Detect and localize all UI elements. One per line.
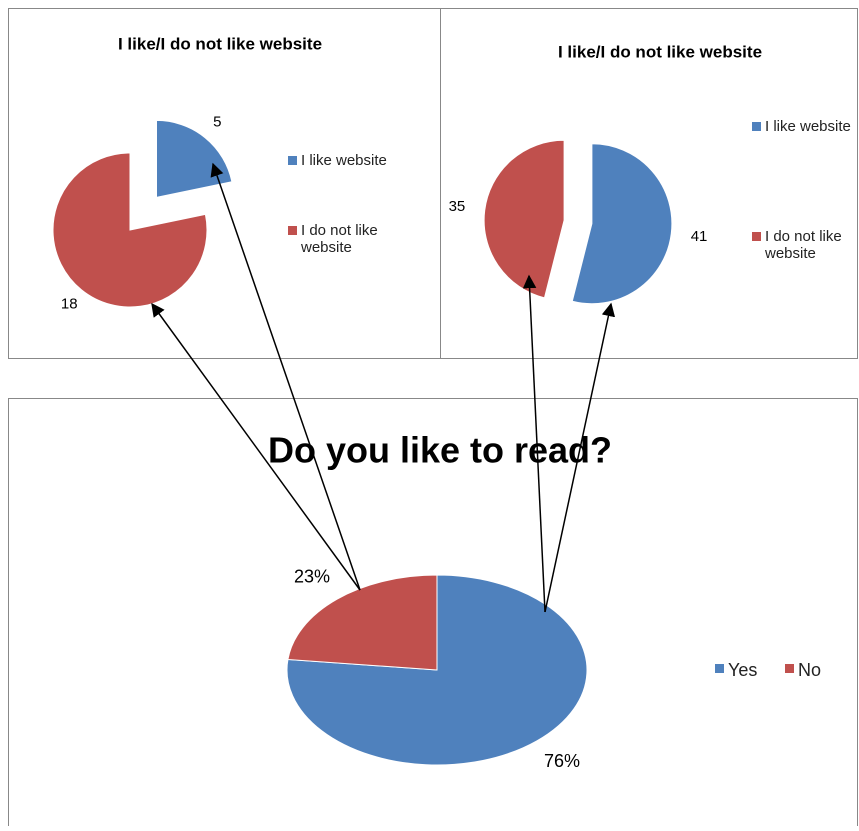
chart-title: I like/I do not like website: [558, 42, 762, 61]
data-label: 41: [691, 228, 708, 245]
arrows: [151, 162, 616, 613]
pie-slice: [52, 152, 208, 308]
legend-item: No: [785, 660, 859, 681]
arrow: [151, 302, 361, 591]
data-label: 5: [213, 114, 221, 131]
arrow: [522, 274, 546, 613]
legend-entry: I do not like website: [288, 222, 428, 256]
pie-slice: [571, 143, 673, 305]
legend-swatch: [288, 226, 297, 235]
legend-label: I do not like website: [301, 222, 378, 256]
data-label: 35: [449, 198, 466, 215]
legend-label: I like website: [765, 118, 851, 135]
data-label: 76%: [544, 751, 580, 771]
legend-entry: I like website: [288, 152, 428, 169]
charts: I like/I do not like website 5 18 I like we…: [52, 34, 859, 771]
data-label: 23%: [294, 567, 330, 587]
legend-label: No: [798, 660, 822, 680]
arrow: [210, 162, 361, 591]
chart-title: I like/I do not like website: [118, 34, 322, 53]
legend-item: I do not like website: [752, 228, 852, 262]
pie-slice: [156, 119, 233, 199]
legend-label: I do not like website: [765, 228, 842, 262]
legend-item: I like website: [288, 152, 428, 169]
legend-label: I like website: [301, 152, 387, 169]
pie-slice: [483, 139, 565, 299]
legend-swatch: [785, 664, 794, 673]
legend-entry: Yes: [715, 660, 795, 681]
legend-item: I like website: [752, 118, 852, 135]
legend-swatch: [752, 122, 761, 131]
arrow: [544, 302, 616, 613]
legend-entry: No: [785, 660, 859, 681]
legend-entry: I like website: [752, 118, 852, 135]
legend-swatch: [288, 156, 297, 165]
legend-swatch: [715, 664, 724, 673]
legend-item: Yes: [715, 660, 795, 681]
data-label: 18: [61, 296, 78, 313]
legend-entry: I do not like website: [752, 228, 852, 262]
legend-label: Yes: [728, 660, 758, 680]
chart-title: Do you like to read?: [268, 430, 612, 471]
legend-item: I do not like website: [288, 222, 428, 256]
legend-swatch: [752, 232, 761, 241]
pie-slice: [287, 574, 438, 671]
